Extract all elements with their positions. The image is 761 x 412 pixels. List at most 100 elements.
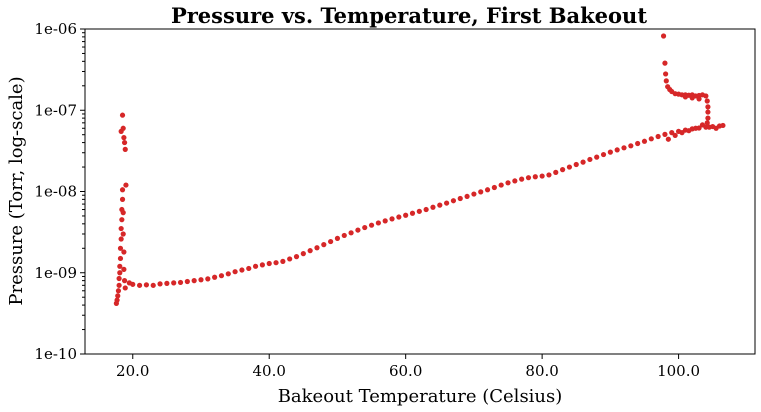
- data-point: [115, 293, 121, 299]
- data-point: [628, 143, 634, 149]
- data-point: [720, 122, 726, 129]
- data-point: [362, 224, 368, 231]
- data-point: [121, 278, 128, 284]
- data-point: [252, 263, 259, 269]
- data-point: [280, 258, 286, 264]
- data-point: [491, 184, 497, 191]
- data-point: [430, 204, 436, 210]
- data-point: [119, 217, 125, 223]
- data-point: [130, 281, 136, 287]
- data-point: [218, 273, 225, 279]
- data-point: [116, 282, 122, 288]
- data-point: [143, 282, 150, 288]
- data-point: [614, 147, 620, 153]
- data-point: [665, 136, 671, 142]
- chart-title: Pressure vs. Temperature, First Bakeout: [171, 3, 647, 28]
- data-point: [368, 222, 375, 228]
- y-tick-label: 1e-07: [34, 101, 77, 119]
- data-point: [321, 242, 327, 248]
- data-point: [117, 263, 123, 269]
- data-point: [121, 139, 128, 146]
- data-point: [560, 167, 566, 173]
- data-point: [539, 173, 545, 179]
- data-point: [663, 71, 669, 77]
- data-point: [382, 218, 388, 224]
- data-point: [704, 98, 710, 104]
- data-point: [594, 154, 600, 160]
- data-point: [416, 208, 422, 214]
- data-point: [705, 115, 711, 121]
- data-point: [116, 275, 122, 282]
- data-point: [164, 280, 170, 286]
- data-point: [409, 210, 416, 216]
- data-point: [225, 271, 231, 277]
- data-point: [635, 140, 641, 147]
- data-point: [341, 232, 347, 239]
- y-axis-label: Pressure (Torr, log-scale): [6, 76, 27, 305]
- data-point: [689, 95, 695, 101]
- data-point: [648, 136, 654, 142]
- x-tick-label: 80.0: [525, 362, 558, 380]
- data-point: [115, 288, 122, 294]
- data-point: [600, 151, 607, 158]
- data-point: [484, 187, 491, 193]
- data-point: [293, 254, 300, 260]
- data-point: [136, 282, 143, 288]
- data-point: [464, 193, 470, 200]
- data-point: [703, 93, 709, 99]
- data-point: [259, 262, 265, 268]
- data-point: [191, 278, 197, 284]
- data-point: [314, 245, 320, 251]
- data-point: [699, 122, 706, 128]
- x-tick-label: 60.0: [389, 362, 422, 380]
- data-point: [157, 281, 163, 287]
- data-point: [519, 176, 525, 182]
- data-point: [118, 236, 124, 242]
- data-point: [437, 202, 443, 208]
- data-point: [334, 235, 341, 241]
- data-point: [121, 249, 127, 255]
- data-point: [663, 78, 669, 84]
- data-point: [457, 195, 463, 202]
- data-point: [328, 238, 334, 245]
- data-point: [348, 230, 354, 236]
- data-point: [117, 255, 124, 262]
- data-point: [566, 164, 573, 170]
- y-tick-label: 1e-10: [34, 345, 77, 363]
- data-point: [246, 265, 252, 272]
- y-tick-label: 1e-09: [34, 264, 77, 282]
- data-point: [532, 174, 538, 180]
- data-point: [444, 200, 450, 206]
- data-point: [641, 138, 648, 144]
- data-point: [355, 227, 361, 233]
- data-point: [679, 130, 685, 136]
- data-point: [587, 156, 593, 163]
- data-point: [120, 125, 126, 131]
- data-point: [705, 109, 711, 115]
- data-point: [553, 169, 559, 175]
- data-point: [120, 231, 126, 237]
- data-point: [512, 178, 518, 184]
- data-point: [704, 120, 710, 126]
- data-point: [273, 260, 279, 266]
- data-point: [505, 180, 511, 186]
- data-point: [118, 225, 124, 232]
- y-tick-label: 1e-06: [34, 20, 77, 38]
- data-point: [171, 280, 177, 286]
- data-point: [471, 191, 477, 197]
- data-point: [375, 220, 381, 226]
- x-tick-label: 20.0: [116, 362, 149, 380]
- data-point: [662, 60, 668, 66]
- data-point: [705, 104, 711, 110]
- data-point: [546, 172, 552, 178]
- data-point: [117, 245, 124, 251]
- data-point: [307, 248, 313, 254]
- data-point: [122, 285, 128, 291]
- data-point: [607, 149, 613, 155]
- data-point: [287, 256, 293, 262]
- data-point: [682, 94, 689, 100]
- data-point: [150, 282, 156, 288]
- data-point: [119, 112, 126, 118]
- y-axis: 1e-10 1e-09 1e-08 1e-07 1e-06: [34, 20, 85, 363]
- data-points: [113, 33, 726, 306]
